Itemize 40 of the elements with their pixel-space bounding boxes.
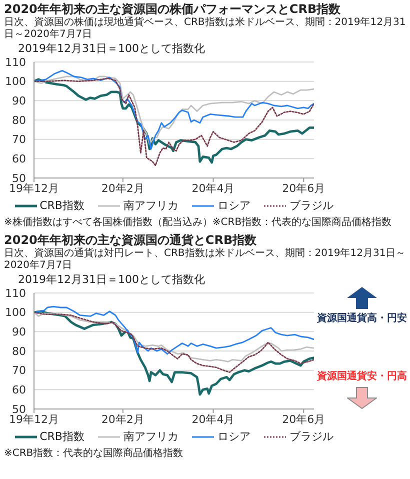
x-tick-label: 20年6月: [282, 412, 326, 426]
chart-subtitle: 日次、資源国の通貨は対円レート、CRB指数は米ドルベース、期間：2019年12月31日～2020年7月7日: [4, 248, 406, 272]
y-tick-label: 90: [12, 326, 26, 339]
legend-label: ロシア: [217, 429, 250, 445]
x-tick-label: 20年4月: [192, 412, 235, 426]
chart-title: 2020年年初来の主な資源国の通貨とCRB指数: [4, 233, 258, 248]
line-series: [34, 306, 314, 355]
legend-label: CRB指数: [40, 429, 84, 445]
chart-subtitle: 日次、資源国の株価は現地通貨ベース、CRB指数は米ドルベース、期間：2019年12月31日～2020年7月7日: [4, 17, 406, 41]
chart-title: 2020年年初来の主な資源国の株価パフォーマンスとCRB指数: [4, 2, 342, 16]
y-tick-label: 100: [5, 75, 26, 88]
x-tick-label: 20年6月: [282, 182, 326, 195]
legend-label: ブラジル: [289, 429, 334, 445]
legend-label: 南アフリカ: [123, 429, 178, 445]
y-tick-label: 70: [12, 364, 26, 378]
text: 資源国通貨安・円高: [316, 371, 408, 383]
text: ※CRB指数：代表的な国際商品価格指数: [4, 448, 184, 460]
y-axis-title: 2019年12月31日＝100として指数化: [18, 273, 206, 287]
y-tick-label: 110: [5, 286, 26, 300]
text: 資源国通貨高・円安: [316, 313, 408, 325]
legend-label: ブラジル: [289, 198, 334, 214]
text: ※株価指数はすべて各国株価指数（配当込み）※CRB指数：代表的な国際商品価格指数: [4, 217, 393, 229]
y-tick-label: 80: [12, 344, 26, 358]
y-tick-label: 60: [12, 384, 26, 397]
y-tick-label: 90: [12, 94, 26, 108]
y-axis-title: 2019年12月31日＝100として指数化: [18, 42, 206, 56]
line-series: [34, 312, 314, 373]
y-tick-label: 100: [5, 306, 26, 320]
y-tick-label: 80: [12, 114, 26, 127]
legend-label: 南アフリカ: [123, 198, 178, 214]
x-tick-label: 20年2月: [101, 182, 144, 195]
y-tick-label: 110: [5, 56, 26, 69]
y-tick-label: 70: [12, 133, 26, 146]
x-tick-label: 20年4月: [192, 182, 235, 195]
y-tick-label: 60: [12, 152, 26, 166]
line-series: [34, 312, 314, 362]
x-tick-label: 20年2月: [101, 412, 144, 426]
legend-label: CRB指数: [40, 198, 84, 214]
line-series: [34, 310, 314, 396]
legend-label: ロシア: [217, 198, 250, 214]
